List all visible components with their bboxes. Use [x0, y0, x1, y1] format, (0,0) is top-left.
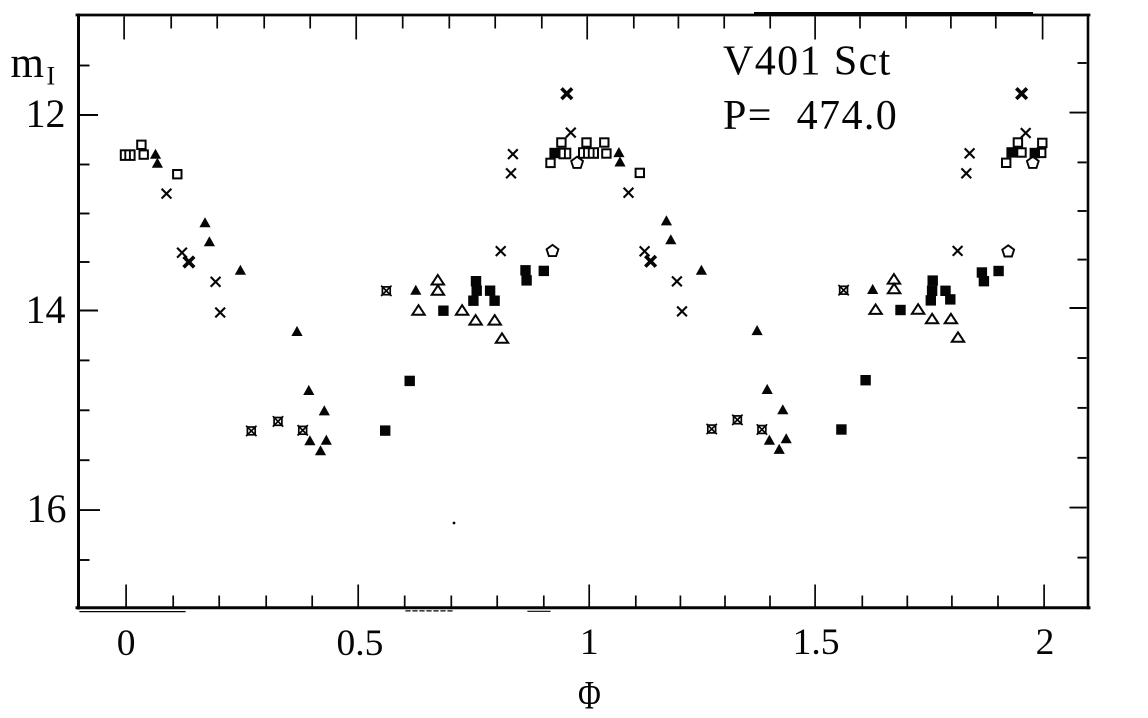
svg-text:1: 1	[580, 622, 599, 663]
svg-text:0.5: 0.5	[336, 623, 383, 664]
svg-text:12: 12	[26, 91, 66, 136]
svg-text:m: m	[11, 40, 44, 87]
svg-text:Φ: Φ	[578, 673, 601, 718]
svg-text:2: 2	[1036, 622, 1055, 663]
svg-text:V401 Sct: V401 Sct	[723, 39, 892, 85]
svg-text:I: I	[47, 62, 56, 91]
svg-text:14: 14	[26, 287, 66, 332]
svg-text:0: 0	[117, 623, 136, 664]
svg-text:1.5: 1.5	[793, 622, 840, 663]
svg-text:P= 474.0: P= 474.0	[723, 93, 898, 139]
svg-text:16: 16	[27, 486, 67, 531]
